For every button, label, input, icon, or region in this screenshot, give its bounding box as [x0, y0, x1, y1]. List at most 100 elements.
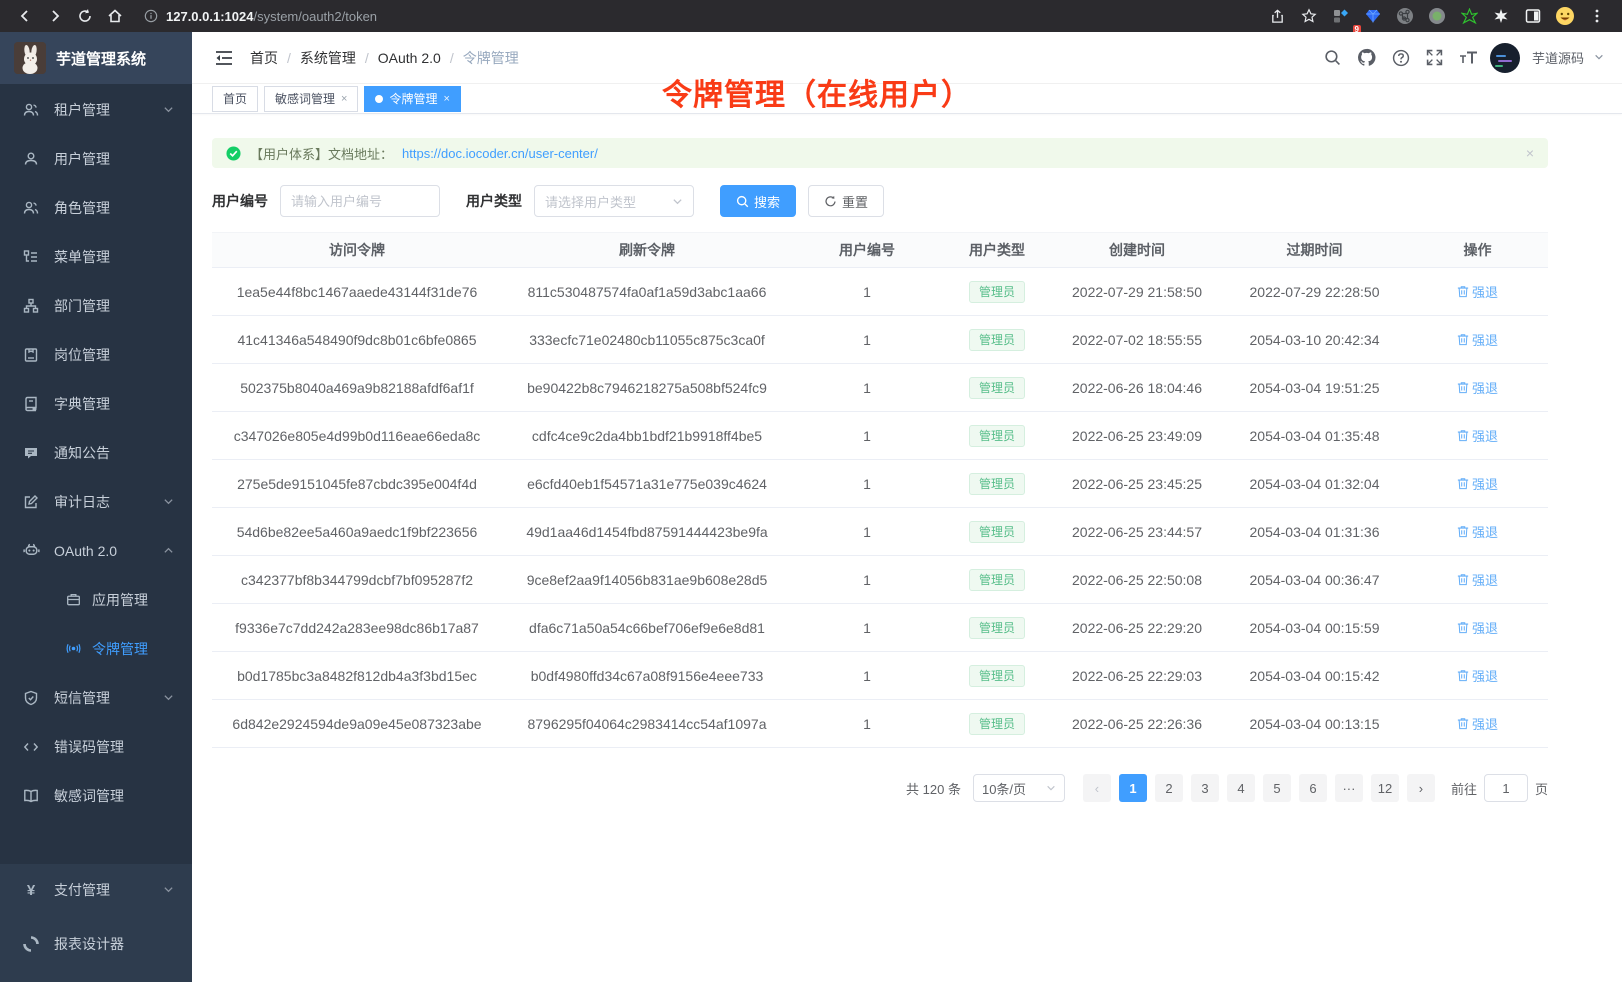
sidebar-item-role[interactable]: 角色管理	[0, 183, 192, 232]
breadcrumb-system[interactable]: 系统管理	[299, 49, 356, 66]
sidebar-item-audit[interactable]: 审计日志	[0, 477, 192, 526]
sidebar-item-dict[interactable]: 字典管理	[0, 379, 192, 428]
tab-home[interactable]: 首页	[212, 85, 259, 112]
page-button-1[interactable]: 1	[1118, 774, 1147, 802]
page-button-5[interactable]: 5	[1262, 774, 1291, 802]
force-logout-button[interactable]: 强退	[1457, 522, 1498, 541]
font-size-icon[interactable]	[1456, 45, 1482, 71]
site-info-icon[interactable]	[144, 9, 158, 23]
doc-link[interactable]: https://doc.iocoder.cn/user-center/	[402, 145, 598, 161]
user-id-field[interactable]	[280, 185, 440, 217]
sidebar-item-oauth-token[interactable]: 令牌管理	[0, 624, 192, 673]
page-button-6[interactable]: 6	[1298, 774, 1327, 802]
user-type-tag: 管理员	[968, 376, 1025, 399]
tab-token[interactable]: 令牌管理 ×	[364, 85, 461, 112]
sidebar-item-notice[interactable]: 通知公告	[0, 428, 192, 477]
user-id-cell: 1	[863, 715, 871, 732]
user-id-cell: 1	[863, 571, 871, 588]
command-extension-icon[interactable]	[1390, 0, 1420, 32]
extension-grid-icon[interactable]: 9	[1326, 0, 1361, 35]
select-chevron-icon	[673, 198, 682, 204]
sidebar-item-tenant[interactable]: 租户管理	[0, 85, 192, 134]
sidebar-item-report[interactable]: 报表设计器	[0, 915, 192, 973]
sidebar-item-oauth[interactable]: OAuth 2.0	[0, 526, 192, 575]
prev-page-button[interactable]: ‹	[1082, 774, 1111, 802]
user-type-cell: 管理员	[942, 376, 1052, 399]
help-icon[interactable]	[1388, 45, 1414, 71]
app-logo[interactable]: 芋道管理系统	[0, 32, 192, 84]
force-logout-button[interactable]: 强退	[1457, 378, 1498, 397]
access-token-cell: 6d842e2924594de9a09e45e087323abe	[232, 715, 482, 732]
browser-reload-button[interactable]	[70, 0, 100, 32]
table-row: 54d6be82ee5a460a9aedc1f9bf223656 49d1aa4…	[212, 508, 1548, 556]
green-star-extension-icon[interactable]	[1454, 0, 1484, 32]
menu-tree-icon	[22, 249, 40, 265]
address-bar[interactable]: 127.0.0.1:1024/system/oauth2/token	[144, 9, 1262, 24]
breadcrumb-oauth[interactable]: OAuth 2.0	[377, 49, 441, 66]
force-logout-button[interactable]: 强退	[1457, 282, 1498, 301]
force-logout-button[interactable]: 强退	[1457, 714, 1498, 733]
fullscreen-icon[interactable]	[1422, 45, 1448, 71]
side-panel-icon[interactable]	[1518, 0, 1548, 32]
sidebar-item-menu[interactable]: 菜单管理	[0, 232, 192, 281]
browser-home-button[interactable]	[100, 0, 130, 32]
page-size-select[interactable]: 10条/页	[972, 774, 1065, 802]
user-type-cell: 管理员	[942, 712, 1052, 735]
sidebar-item-post[interactable]: 岗位管理	[0, 330, 192, 379]
force-logout-button[interactable]: 强退	[1457, 426, 1498, 445]
user-avatar[interactable]	[1489, 42, 1520, 73]
force-logout-button[interactable]: 强退	[1457, 618, 1498, 637]
trash-icon	[1457, 526, 1469, 538]
gem-extension-icon[interactable]	[1358, 0, 1388, 32]
close-icon[interactable]: ×	[341, 92, 348, 105]
force-logout-button[interactable]: 强退	[1457, 570, 1498, 589]
reset-button[interactable]: 重置	[808, 185, 885, 217]
browser-menu-icon[interactable]	[1582, 0, 1612, 32]
force-logout-button[interactable]: 强退	[1457, 666, 1498, 685]
table-header-row: 访问令牌 刷新令牌 用户编号 用户类型 创建时间 过期时间 操作	[212, 232, 1548, 268]
force-logout-button[interactable]: 强退	[1457, 474, 1498, 493]
refresh-token-cell: be90422b8c7946218275a508bf524fc9	[527, 379, 767, 396]
record-extension-icon[interactable]	[1422, 0, 1452, 32]
sidebar-item-user[interactable]: 用户管理	[0, 134, 192, 183]
sidebar-item-pay[interactable]: ¥ 支付管理	[0, 865, 192, 915]
starburst-extension-icon[interactable]	[1486, 0, 1516, 32]
bookmark-star-icon[interactable]	[1294, 0, 1324, 32]
sidebar-item-sms[interactable]: 短信管理	[0, 673, 192, 722]
goto-page-input[interactable]	[1483, 774, 1528, 802]
tab-sensitive[interactable]: 敏感词管理 ×	[264, 85, 359, 112]
page-button-last[interactable]: 12	[1370, 774, 1399, 802]
sidebar-item-oauth-app[interactable]: 应用管理	[0, 575, 192, 624]
user-id-input[interactable]	[291, 193, 429, 209]
search-icon[interactable]	[1320, 45, 1346, 71]
close-icon[interactable]: ×	[443, 92, 450, 105]
sidebar-item-dept[interactable]: 部门管理	[0, 281, 192, 330]
user-type-select[interactable]: 请选择用户类型	[534, 185, 694, 217]
share-icon[interactable]	[1262, 0, 1292, 32]
page-ellipsis[interactable]: ···	[1334, 774, 1363, 802]
goto-label: 前往	[1450, 781, 1477, 797]
sidebar-item-sensitive[interactable]: 敏感词管理	[0, 771, 192, 820]
create-time-cell: 2022-06-25 23:44:57	[1072, 523, 1202, 540]
user-type-label: 用户类型	[466, 193, 522, 209]
url-text: 127.0.0.1:1024/system/oauth2/token	[166, 8, 378, 24]
user-type-cell: 管理员	[942, 328, 1052, 351]
next-page-button[interactable]: ›	[1406, 774, 1435, 802]
page-button-4[interactable]: 4	[1226, 774, 1255, 802]
breadcrumb-home[interactable]: 首页	[250, 49, 278, 66]
expire-time-cell: 2054-03-04 00:13:15	[1249, 715, 1380, 732]
create-time-cell: 2022-07-29 21:58:50	[1072, 283, 1202, 300]
github-icon[interactable]	[1354, 45, 1380, 71]
force-logout-button[interactable]: 强退	[1457, 330, 1498, 349]
page-button-3[interactable]: 3	[1190, 774, 1219, 802]
alert-close-icon[interactable]: ×	[1525, 145, 1534, 161]
sidebar-collapse-icon[interactable]	[210, 44, 238, 72]
user-menu-caret-icon[interactable]	[1594, 49, 1604, 67]
page-button-2[interactable]: 2	[1154, 774, 1183, 802]
profile-emoji-avatar[interactable]	[1550, 0, 1580, 32]
sidebar-item-errcode[interactable]: 错误码管理	[0, 722, 192, 771]
user-name[interactable]: 芋道源码	[1531, 51, 1584, 66]
browser-back-button[interactable]	[10, 0, 40, 32]
search-button[interactable]: 搜索	[720, 185, 797, 217]
browser-forward-button[interactable]	[40, 0, 70, 32]
